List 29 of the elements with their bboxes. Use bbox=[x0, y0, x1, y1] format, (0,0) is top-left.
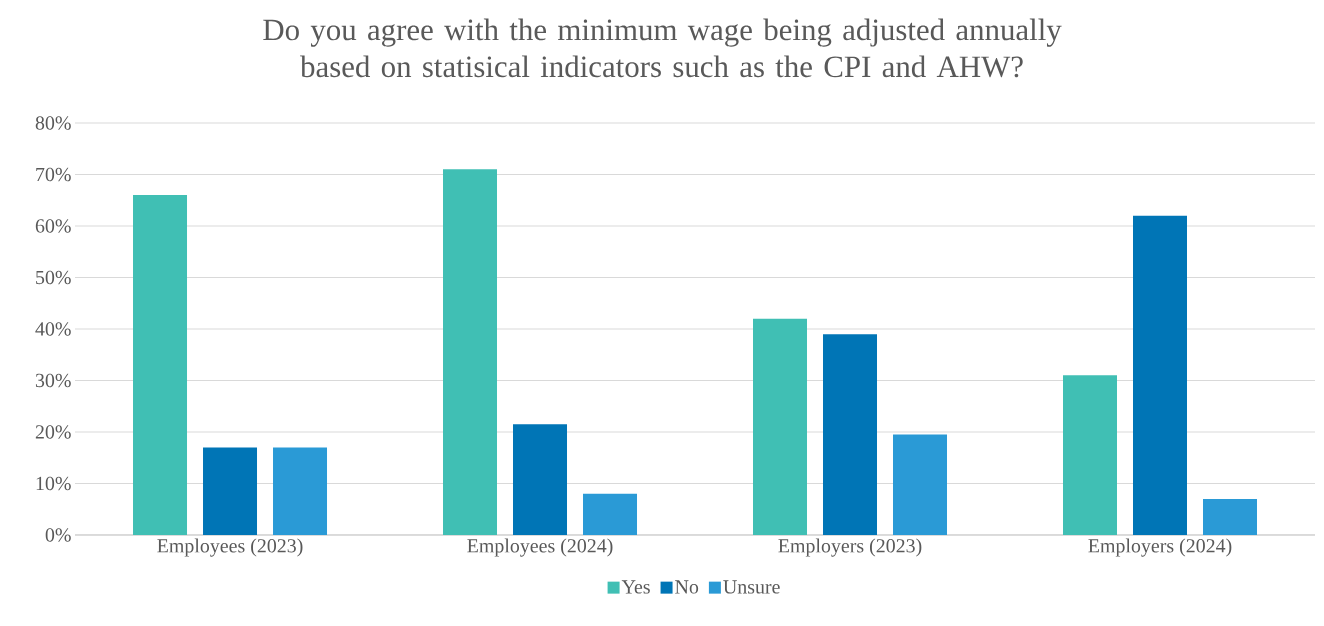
y-tick-label: 70% bbox=[36, 167, 71, 182]
legend-label: Yes bbox=[621, 580, 650, 594]
chart-title: Do you agree with the minimum wage being adjusted annually based on statisical indicators such as the CPI and AHW? bbox=[263, 18, 1062, 78]
y-tick-label: 10% bbox=[36, 476, 71, 491]
y-tick-label: 60% bbox=[35, 219, 71, 233]
y-tick-label: 30% bbox=[35, 373, 71, 388]
legend-label: No bbox=[675, 580, 699, 594]
y-tick-label: 50% bbox=[36, 270, 71, 285]
bar bbox=[1133, 215, 1187, 535]
bar bbox=[133, 195, 188, 535]
bar bbox=[893, 434, 948, 535]
bar bbox=[443, 169, 498, 535]
bar bbox=[583, 493, 638, 535]
x-tick-label: Employers (2024) bbox=[1088, 538, 1232, 557]
x-tick-label: Employees (2024) bbox=[467, 538, 613, 557]
bar bbox=[823, 334, 877, 535]
bar bbox=[273, 447, 328, 535]
bar bbox=[513, 424, 568, 535]
legend-label: Unsure bbox=[723, 580, 780, 594]
y-tick-label: 0% bbox=[45, 528, 71, 542]
y-tick-label: 20% bbox=[35, 425, 71, 439]
bar bbox=[203, 447, 258, 535]
y-tick-label: 40% bbox=[35, 322, 71, 336]
bar bbox=[753, 318, 807, 535]
bar bbox=[1063, 375, 1117, 535]
x-tick-label: Employees (2023) bbox=[157, 538, 303, 557]
x-tick-label: Employers (2023) bbox=[778, 538, 922, 557]
y-tick-label: 80% bbox=[35, 116, 71, 130]
bar bbox=[1203, 498, 1257, 535]
